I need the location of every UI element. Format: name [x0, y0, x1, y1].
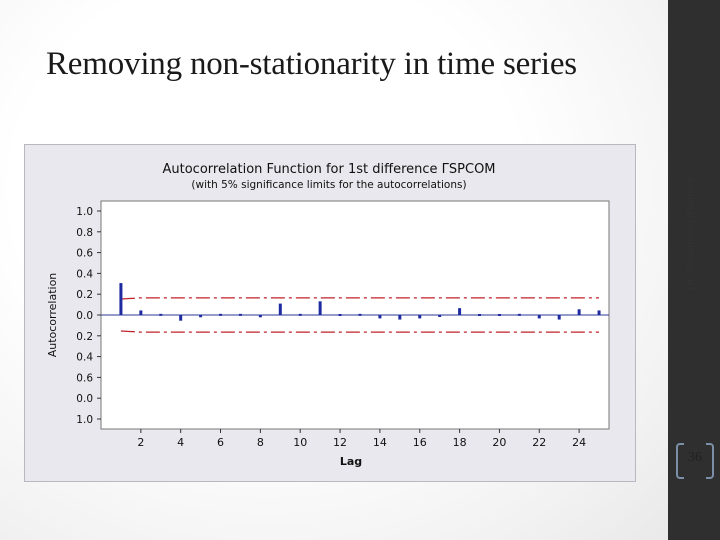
y-tick-label: 1.0 — [76, 414, 93, 426]
acf-bar — [577, 309, 581, 315]
y-tick-label: 0.6 — [76, 372, 93, 384]
y-tick-label: 0.6 — [76, 248, 93, 260]
acf-bar — [179, 315, 183, 321]
acf-bar — [478, 314, 482, 316]
x-tick-label: 2 — [137, 436, 144, 449]
x-tick-label: 14 — [373, 436, 387, 449]
acf-bar — [219, 313, 223, 316]
y-tick-label: 1.0 — [76, 206, 93, 218]
acf-bar — [159, 313, 163, 316]
upper-significance-limit — [120, 297, 599, 300]
x-tick-label: 6 — [217, 436, 224, 449]
lower-significance-limit — [120, 330, 599, 333]
x-tick-label: 8 — [257, 436, 264, 449]
y-tick-label: 0.0 — [76, 310, 93, 322]
author-label: Dr. Mohammed Alahmed — [684, 177, 696, 291]
acf-chart-panel: Autocorrelation Function for 1st differe… — [24, 144, 636, 482]
x-tick-label: 16 — [413, 436, 427, 449]
y-tick-label: 0.8 — [76, 227, 93, 239]
x-tick-label: 22 — [532, 436, 546, 449]
y-tick-label: 0.4 — [76, 352, 93, 364]
acf-bar — [119, 283, 123, 315]
bracket-left-icon — [676, 443, 684, 479]
acf-bar — [557, 315, 561, 320]
x-tick-label: 10 — [293, 436, 307, 449]
y-tick-label: 0.2 — [76, 289, 93, 301]
acf-bar — [238, 313, 242, 316]
slide-title: Removing non-stationarity in time series — [46, 46, 577, 82]
acf-bar — [278, 303, 282, 315]
acf-bar — [338, 314, 342, 316]
bracket-right-icon — [706, 443, 714, 479]
acf-bar — [497, 314, 501, 316]
chart-title: Autocorrelation Function for 1st differe… — [162, 162, 495, 177]
acf-bar — [378, 315, 382, 319]
acf-bar — [398, 315, 402, 320]
page-number: 36 — [688, 450, 702, 465]
y-tick-label: 0.2 — [76, 331, 93, 343]
x-tick-label: 24 — [572, 436, 586, 449]
acf-bar — [318, 301, 322, 315]
x-tick-label: 18 — [453, 436, 467, 449]
y-tick-label: 0.4 — [76, 268, 93, 280]
x-tick-label: 12 — [333, 436, 347, 449]
acf-bar — [258, 315, 262, 318]
y-axis-label: Autocorrelation — [46, 273, 59, 358]
acf-bar — [458, 308, 462, 315]
x-tick-label: 20 — [492, 436, 506, 449]
x-axis-label: Lag — [340, 455, 362, 468]
acf-bar — [358, 313, 362, 316]
acf-bar — [438, 315, 442, 317]
chart-subtitle: (with 5% significance limits for the aut… — [191, 179, 466, 191]
x-tick-label: 4 — [177, 436, 184, 449]
acf-bar — [597, 310, 601, 315]
y-tick-label: 0.0 — [76, 393, 93, 405]
acf-bar — [298, 313, 302, 316]
acf-bar — [418, 315, 422, 319]
page-number-badge: 36 — [676, 443, 714, 479]
acf-bar — [199, 315, 203, 318]
acf-bar — [139, 310, 143, 315]
plot-area: 1.00.80.60.40.20.00.20.40.60.01.02 4 6 8 10 1… — [76, 200, 610, 449]
acf-bar — [537, 315, 541, 319]
acf-bar — [517, 313, 521, 316]
acf-chart: Autocorrelation Function for 1st differe… — [46, 162, 610, 468]
